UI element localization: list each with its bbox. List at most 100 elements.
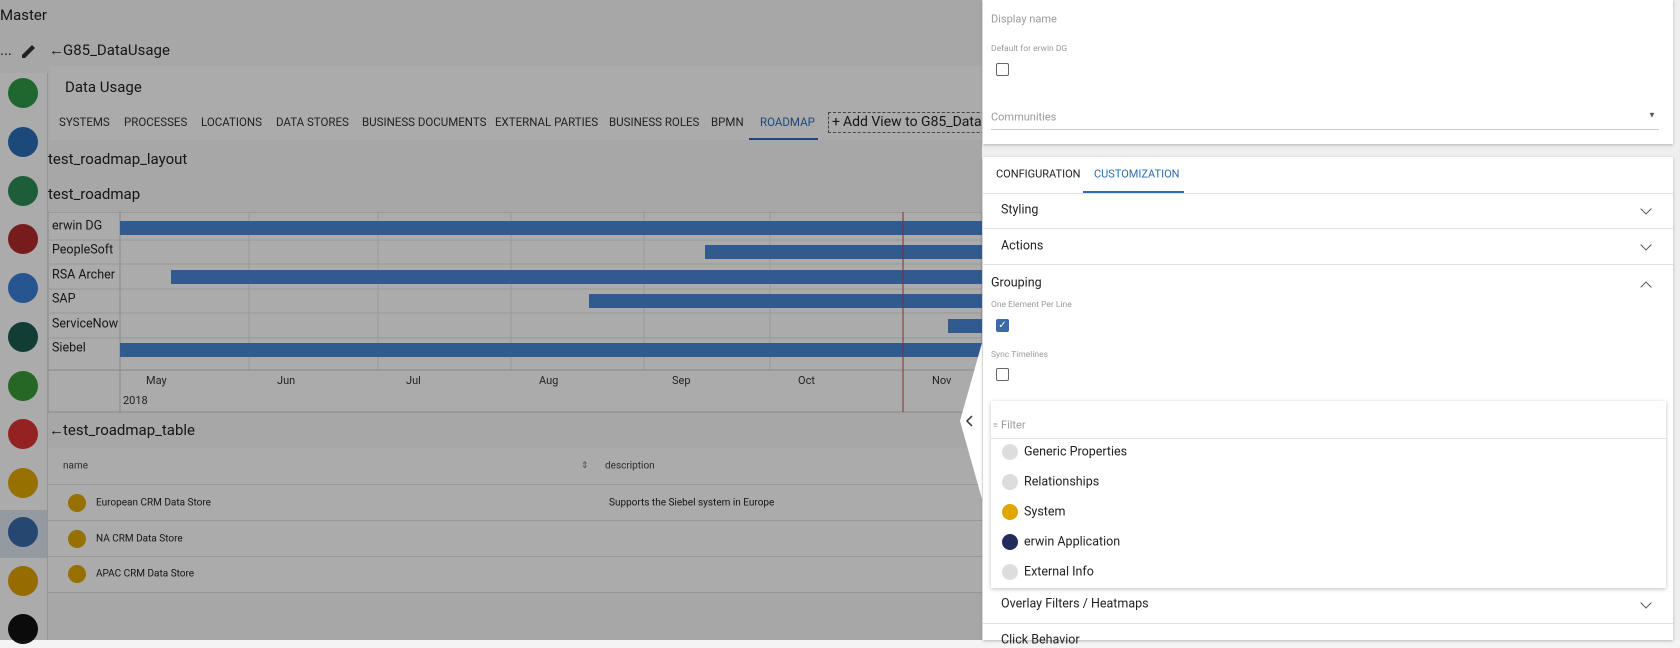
page-title: Data Usage — [65, 78, 142, 96]
year-label: 2018 — [123, 394, 148, 407]
nav-item[interactable] — [8, 127, 38, 157]
sort-icon[interactable]: ⇕ — [581, 461, 589, 471]
nav-item[interactable] — [8, 614, 38, 644]
tab[interactable]: BUSINESS ROLES — [609, 115, 700, 129]
expand-icon[interactable] — [1640, 239, 1652, 251]
month-label: Jun — [277, 374, 295, 387]
layout-title: test_roadmap_layout — [48, 150, 188, 168]
expand-icon[interactable] — [1640, 597, 1652, 609]
tab-active[interactable]: ROADMAP — [760, 115, 815, 129]
nav-item[interactable] — [8, 176, 38, 206]
field-label: One Element Per Line — [991, 300, 1072, 310]
panel-tab-active[interactable]: CUSTOMIZATION — [1094, 167, 1180, 181]
checkbox[interactable] — [996, 63, 1009, 76]
nav-item[interactable] — [8, 273, 38, 303]
tab[interactable]: PROCESSES — [124, 115, 188, 129]
item-icon — [1002, 504, 1018, 520]
section-header[interactable]: Actions — [1001, 238, 1044, 254]
nav-item[interactable] — [8, 566, 38, 596]
month-label: Nov — [932, 374, 952, 387]
dropdown-arrow[interactable]: ▼ — [1648, 110, 1656, 120]
tab[interactable]: BUSINESS DOCUMENTS — [362, 115, 487, 129]
plus-icon: + — [832, 114, 840, 130]
edit-icon[interactable] — [20, 42, 38, 60]
list-item[interactable]: System — [1024, 504, 1066, 520]
filter-icon: ≡ — [993, 420, 998, 430]
cell-description: Supports the Siebel system in Europe — [609, 497, 775, 509]
month-label: May — [146, 374, 168, 387]
row-divider — [48, 484, 982, 485]
column-header[interactable]: name — [63, 460, 89, 472]
divider — [991, 438, 1666, 439]
divider — [983, 623, 1673, 624]
section-header[interactable]: Overlay Filters / Heatmaps — [1001, 596, 1149, 612]
list-item[interactable]: erwin Application — [1024, 534, 1121, 550]
item-icon — [1002, 534, 1018, 550]
gantt-bar — [171, 270, 982, 284]
cell-name[interactable]: European CRM Data Store — [96, 497, 211, 509]
modal-overlay[interactable] — [0, 0, 982, 640]
nav-item[interactable] — [8, 468, 38, 498]
list-item[interactable]: Generic Properties — [1024, 444, 1128, 460]
nav-item-selected[interactable] — [8, 517, 38, 547]
list-item[interactable]: Relationships — [1024, 474, 1100, 490]
filter-input[interactable]: Filter — [1001, 418, 1026, 432]
ellipsis[interactable]: ... — [0, 41, 12, 59]
field-label: Default for erwin DG — [991, 44, 1068, 54]
column-header[interactable]: description — [605, 460, 655, 472]
tab[interactable]: EXTERNAL PARTIES — [495, 115, 599, 129]
checkbox[interactable] — [996, 368, 1009, 381]
nav-item[interactable] — [8, 224, 38, 254]
view-header — [50, 66, 982, 140]
back-arrow[interactable]: ← — [49, 421, 64, 439]
row-divider — [48, 556, 982, 557]
tab[interactable]: LOCATIONS — [201, 115, 262, 129]
add-view-label: Add View to G85_DataUsage — [843, 114, 1021, 130]
section-header[interactable]: Styling — [1001, 202, 1039, 218]
table-title: test_roadmap_table — [63, 421, 195, 439]
divider — [983, 193, 1673, 194]
row-label: SAP — [52, 291, 76, 306]
section-header[interactable]: Grouping — [991, 275, 1042, 291]
field-label: Sync Timelines — [991, 350, 1048, 360]
month-label: Sep — [672, 374, 691, 387]
field-label: Display name — [991, 12, 1057, 26]
cell-name[interactable]: APAC CRM Data Store — [96, 568, 195, 580]
cell-name[interactable]: NA CRM Data Store — [96, 533, 183, 545]
data-store-icon — [68, 565, 86, 583]
section-header[interactable]: Click Behavior — [1001, 632, 1080, 648]
row-divider — [48, 520, 982, 521]
gantt-bar — [120, 221, 982, 235]
row-label: erwin DG — [52, 218, 102, 233]
panel-tab[interactable]: CONFIGURATION — [996, 167, 1081, 181]
data-store-icon — [68, 530, 86, 548]
breadcrumb[interactable]: G85_DataUsage — [63, 41, 170, 59]
item-icon — [1002, 474, 1018, 490]
tab[interactable]: BPMN — [711, 115, 744, 129]
customization-card: CONFIGURATION CUSTOMIZATION Styling Acti… — [983, 157, 1673, 648]
back-arrow[interactable]: ← — [49, 41, 64, 59]
row-divider — [48, 592, 982, 593]
panel-collapse[interactable] — [958, 340, 984, 500]
nav-item[interactable] — [8, 419, 38, 449]
sidebar — [0, 73, 48, 644]
gantt-bar — [589, 294, 982, 308]
collapse-icon[interactable] — [1640, 281, 1652, 293]
field-label[interactable]: Communities — [991, 110, 1057, 124]
checkbox-checked[interactable]: ✓ — [996, 319, 1009, 332]
field-underline — [991, 129, 1659, 130]
month-label: Aug — [539, 374, 558, 387]
item-icon — [1002, 564, 1018, 580]
nav-home[interactable] — [8, 78, 38, 108]
gantt-bar — [120, 343, 982, 357]
tab[interactable]: DATA STORES — [276, 115, 349, 129]
settings-panel: Display name Default for erwin DG Commun… — [982, 0, 1680, 648]
tab[interactable]: SYSTEMS — [59, 115, 110, 129]
nav-item[interactable] — [8, 371, 38, 401]
row-label: PeopleSoft — [52, 242, 113, 257]
list-item[interactable]: External Info — [1024, 564, 1094, 580]
data-store-icon — [68, 494, 86, 512]
expand-icon[interactable] — [1640, 203, 1652, 215]
nav-item[interactable] — [8, 322, 38, 352]
